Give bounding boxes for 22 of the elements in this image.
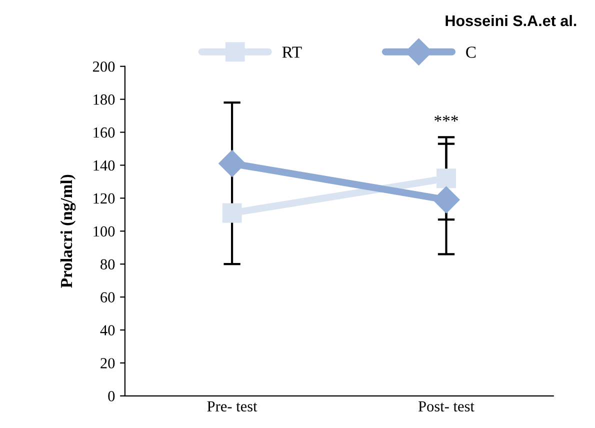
- y-tick-label: 160: [94, 127, 115, 138]
- y-axis-title: Prolacri (ng/ml): [60, 174, 76, 288]
- y-tick-label: 80: [100, 259, 115, 270]
- y-tick-label: 40: [100, 325, 115, 336]
- y-tick-label: 120: [94, 193, 115, 204]
- text: Hosseini S.A.et al.: [446, 14, 576, 26]
- y-tick-label: 140: [94, 160, 115, 171]
- y-tick-label: 180: [94, 94, 115, 105]
- legend-label: C: [466, 46, 476, 58]
- point: [436, 168, 456, 188]
- x-tick-label: Pre- test: [207, 401, 258, 412]
- annotation: ***: [434, 115, 458, 122]
- y-tick-label: 100: [94, 226, 115, 237]
- y-tick-label: 60: [100, 292, 115, 302]
- x-tick-label: Post- test: [418, 401, 474, 412]
- point: [222, 203, 242, 223]
- point: [218, 150, 246, 178]
- y-tick-label: 20: [100, 358, 115, 368]
- legend-label: RT: [282, 46, 302, 58]
- y-tick-label: 200: [92, 61, 115, 72]
- point: [432, 186, 460, 214]
- y-tick-label: 0: [108, 391, 115, 402]
